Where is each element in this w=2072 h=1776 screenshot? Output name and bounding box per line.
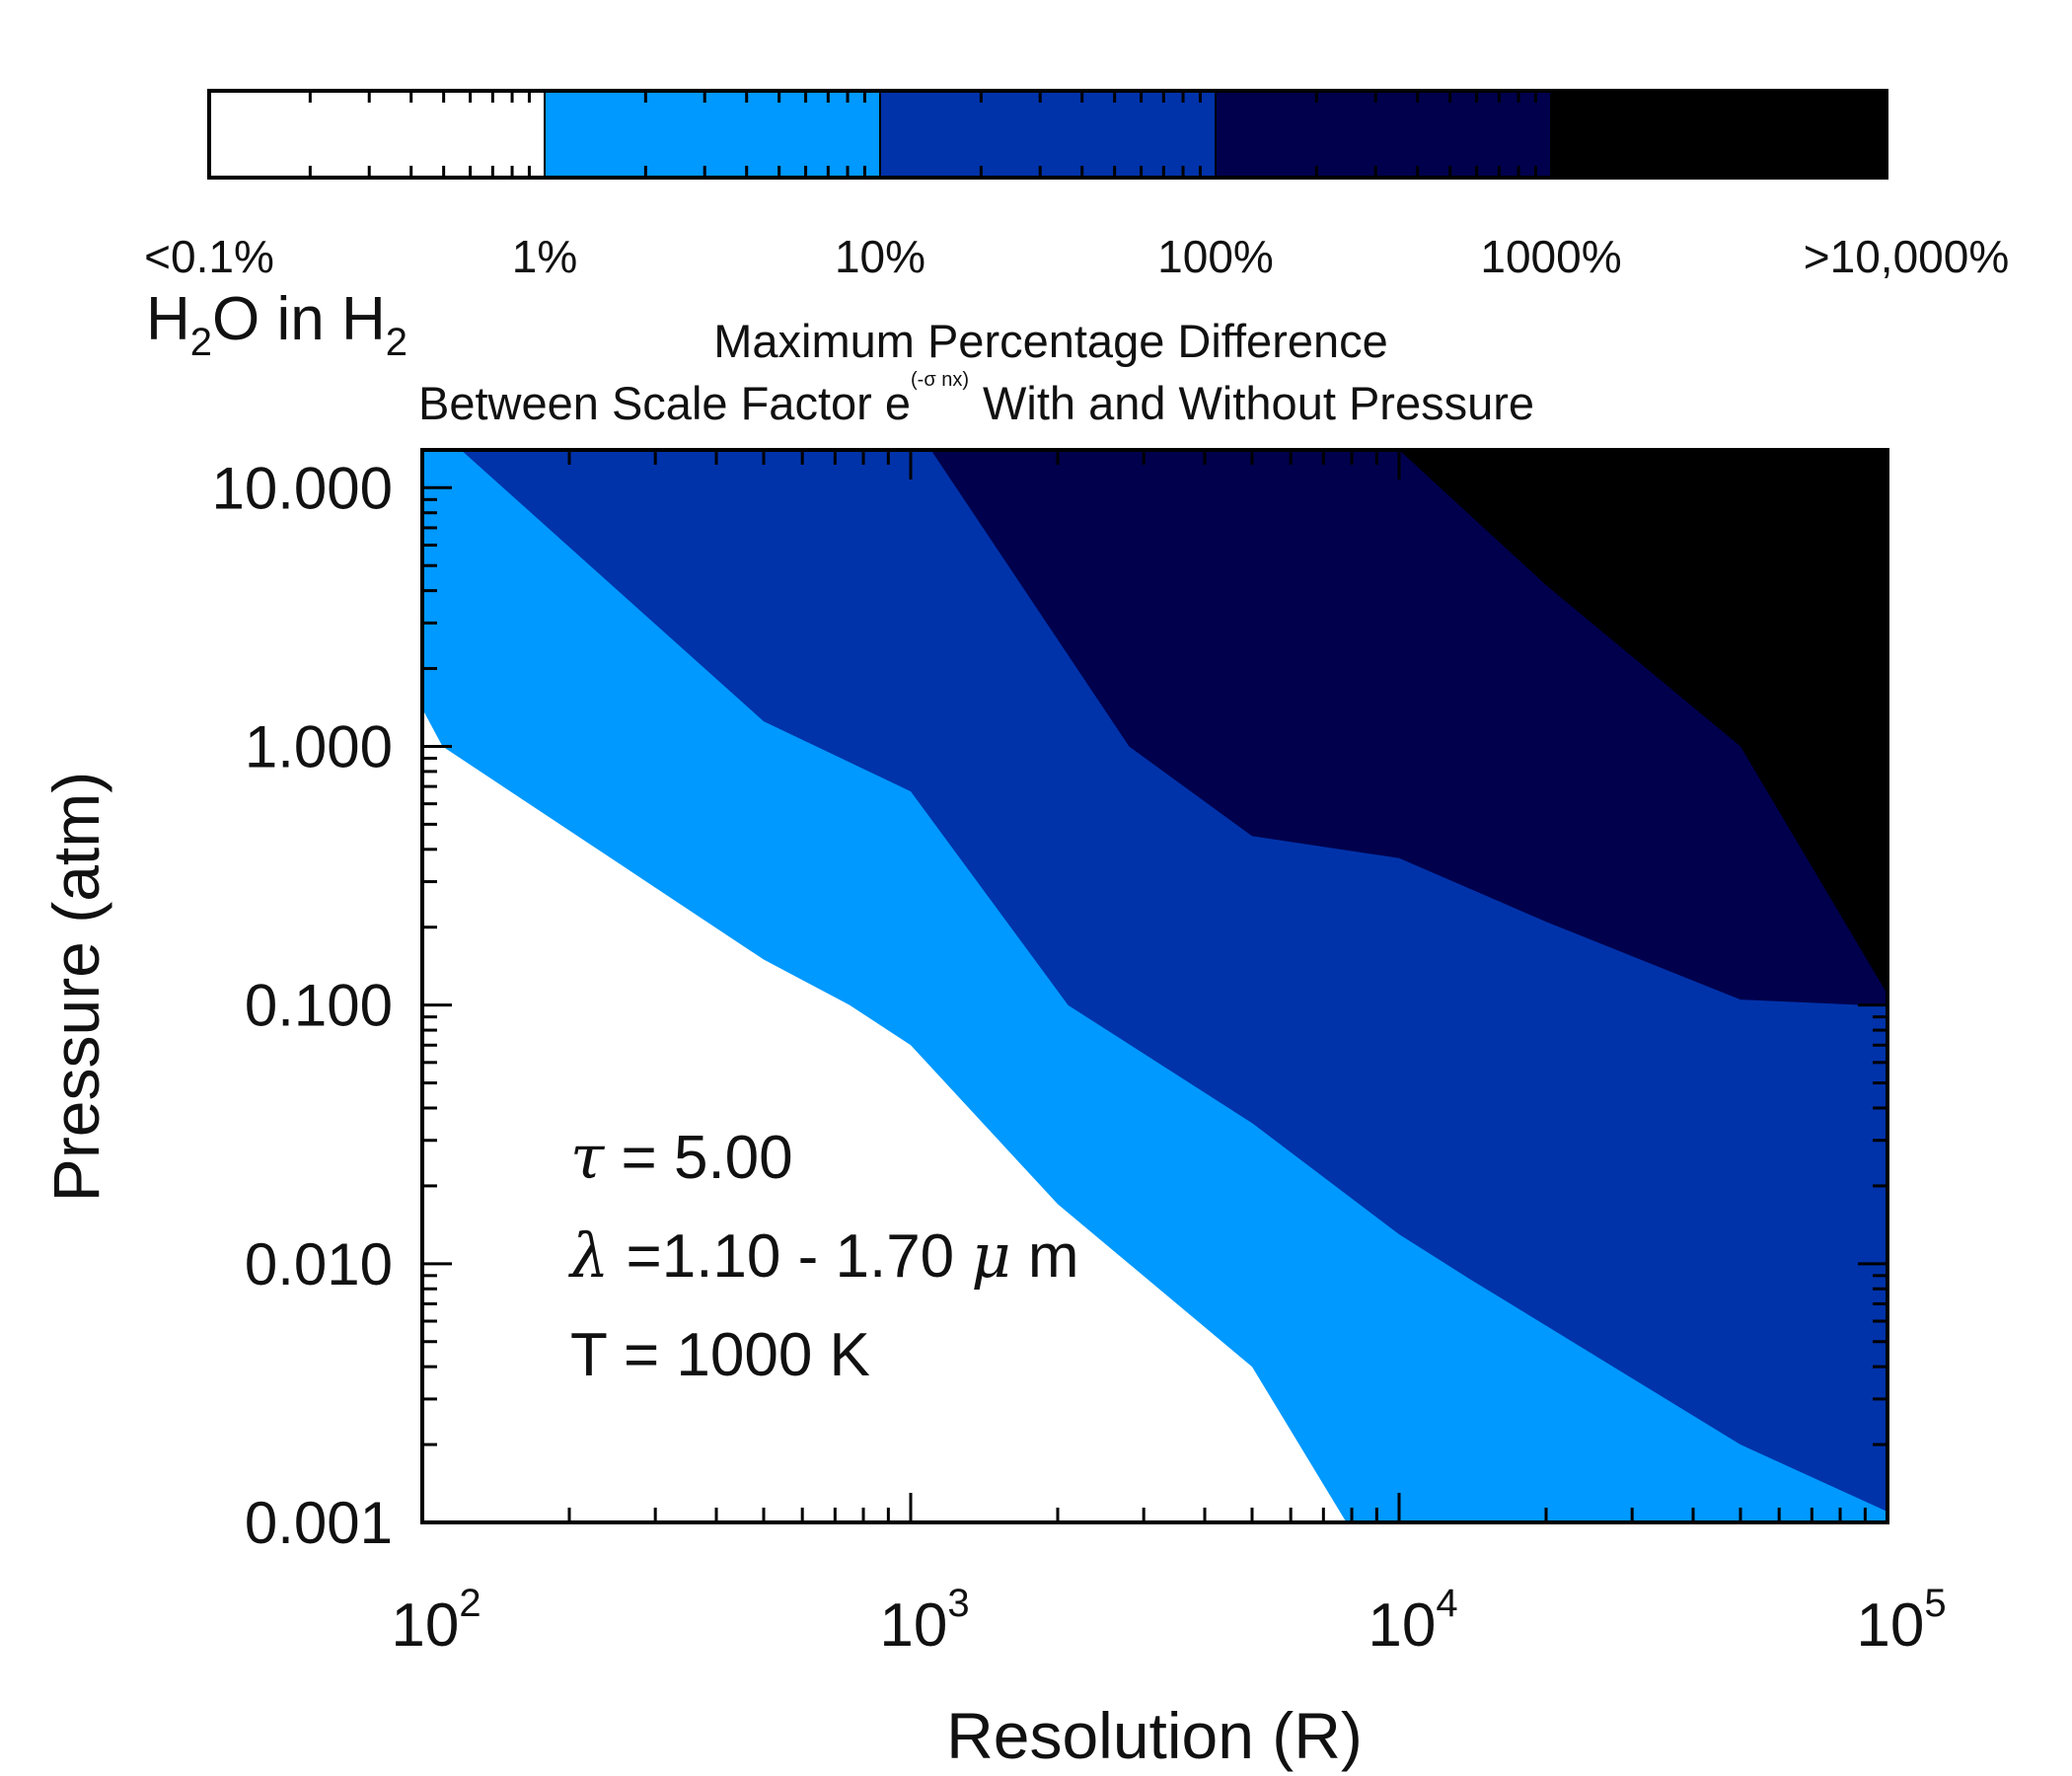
colorbar-level-label: 1000% [1480, 231, 1621, 282]
x-tick-label: 102 [391, 1582, 481, 1660]
x-tick-exponent: 2 [459, 1582, 481, 1625]
colorbar-level-label: <0.1% [144, 231, 274, 282]
y-axis-title: Pressure (atm) [39, 772, 112, 1202]
annotation-tau: τ = 5.00 [570, 1121, 793, 1193]
colorbar-segment [209, 91, 545, 178]
annotation-temperature: T = 1000 K [570, 1321, 870, 1389]
x-tick-base: 10 [1856, 1591, 1924, 1660]
contour-regions [422, 450, 1887, 1522]
mu-symbol: μ [971, 1220, 1010, 1292]
tau-symbol: τ [570, 1121, 606, 1193]
x-tick-exponent: 5 [1924, 1582, 1946, 1625]
subtitle-part: With and Without Pressure [983, 377, 1534, 429]
colorbar-ticks [308, 91, 1873, 178]
colorbar-frame [207, 89, 1888, 180]
x-tick-exponent: 4 [1436, 1582, 1457, 1625]
minor-ticks [422, 450, 1887, 1522]
annotation-text: = 5.00 [604, 1124, 792, 1192]
panel-label-part: H [146, 285, 190, 353]
colorbar-level-label: 100% [1157, 231, 1274, 282]
x-tick-base: 10 [391, 1591, 459, 1660]
x-tick-label: 103 [879, 1582, 969, 1660]
y-tick-label: 0.001 [245, 1490, 393, 1556]
panel-label-part: O in H [212, 285, 386, 353]
panel-label-subscript: 2 [386, 321, 407, 364]
colorbar-level-label: 10% [835, 231, 925, 282]
lambda-symbol: λ [567, 1220, 609, 1292]
colorbar-level-label: 1% [512, 231, 577, 282]
subtitle-superscript: (-σ nx) [911, 369, 969, 391]
chart-title: Maximum Percentage Difference [713, 315, 1388, 367]
x-tick-base: 10 [879, 1591, 947, 1660]
colorbar-segment [545, 91, 880, 178]
subtitle-part: Between Scale Factor e [418, 377, 911, 429]
plot-frame [420, 448, 1889, 1524]
annotation-text: m [1011, 1222, 1079, 1291]
colorbar-segment [1216, 91, 1551, 178]
colorbar [207, 89, 1888, 180]
colorbar-segment [1551, 91, 1887, 178]
annotation-text: =1.10 - 1.70 [609, 1222, 971, 1291]
contour-region [1399, 450, 1887, 995]
colorbar-level-label: >10,000% [1804, 231, 2009, 282]
chart-subtitle: Between Scale Factor e(-σ nx) With and Wi… [418, 369, 1534, 429]
y-tick-label: 0.010 [245, 1231, 393, 1297]
x-axis-title: Resolution (R) [946, 1699, 1363, 1772]
y-tick-label: 0.100 [245, 973, 393, 1039]
annotation-lambda: λ =1.10 - 1.70 μ m [567, 1220, 1079, 1292]
colorbar-segment [880, 91, 1216, 178]
x-tick-label: 105 [1856, 1582, 1946, 1660]
panel-label-subscript: 2 [190, 321, 212, 364]
x-tick-base: 10 [1368, 1591, 1436, 1660]
y-tick-label: 10.000 [211, 455, 393, 521]
x-tick-label: 104 [1368, 1582, 1457, 1660]
y-tick-label: 1.000 [245, 714, 393, 780]
panel-label: H2O in H2 [146, 285, 407, 364]
x-tick-exponent: 3 [947, 1582, 969, 1625]
